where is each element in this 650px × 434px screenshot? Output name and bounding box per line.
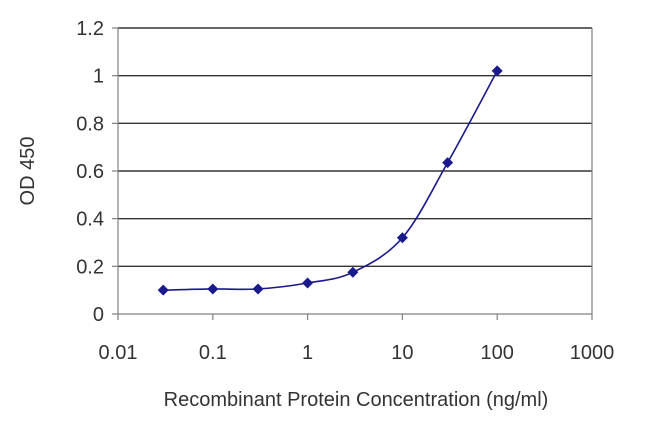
x-tick-label-5: 1000 [570, 342, 615, 364]
y-axis-title: OD 450 [17, 137, 39, 206]
y-tick-label-2: 0.4 [76, 209, 104, 231]
y-tick-label-3: 0.6 [76, 161, 104, 183]
data-point-6 [442, 157, 454, 169]
x-tick-label-4: 100 [481, 342, 514, 364]
x-tick-label-1: 0.1 [199, 342, 227, 364]
series-group [157, 65, 503, 296]
tick-labels: 0 0.2 0.4 0.6 0.8 1 1.2 0.01 0.1 1 10 100 1000 [76, 18, 614, 364]
y-tick-label-4: 0.8 [76, 113, 104, 135]
data-point-1 [207, 283, 219, 295]
data-point-3 [302, 277, 314, 289]
data-point-2 [252, 283, 264, 295]
axes [112, 27, 593, 320]
x-axis-title: Recombinant Protein Concentration (ng/ml… [164, 389, 549, 411]
x-tick-label-3: 10 [391, 342, 413, 364]
x-tick-label-2: 1 [302, 342, 313, 364]
data-point-5 [396, 232, 408, 244]
y-tick-label-5: 1 [93, 66, 104, 88]
y-tick-label-1: 0.2 [76, 256, 104, 278]
x-tick-label-0: 0.01 [99, 342, 138, 364]
y-tick-label-0: 0 [93, 304, 104, 326]
gridlines [118, 27, 592, 268]
data-point-0 [157, 284, 169, 296]
y-tick-label-6: 1.2 [76, 18, 104, 40]
data-point-4 [347, 266, 359, 278]
data-point-7 [491, 65, 503, 77]
